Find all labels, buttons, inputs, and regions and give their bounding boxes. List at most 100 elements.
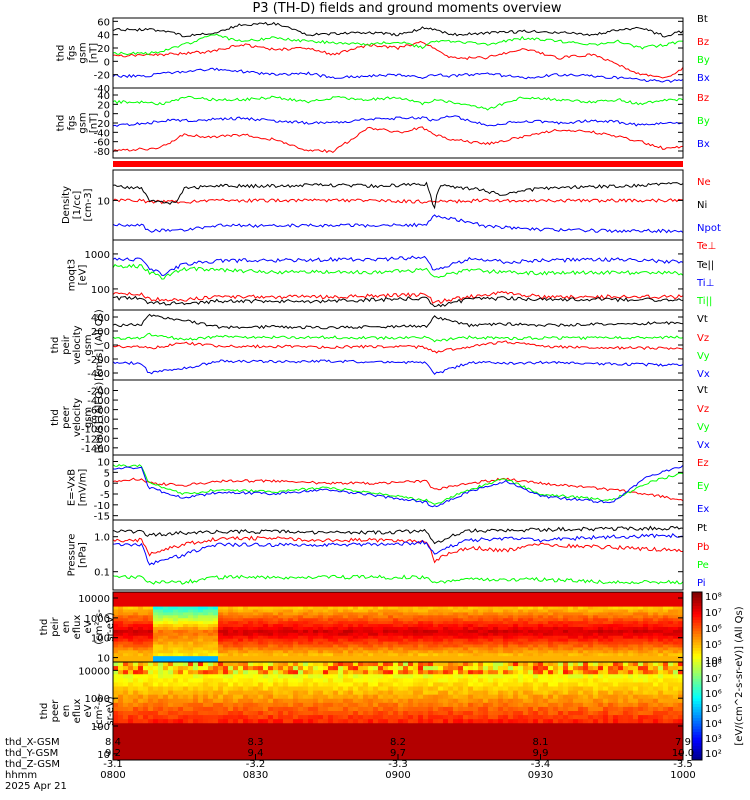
heatmap-cell [373,751,379,757]
heatmap-cell [573,618,579,622]
panel-frame [112,309,684,381]
heatmap-cell [168,666,174,671]
heatmap-cell [498,735,504,740]
heatmap-cell [188,627,194,631]
heatmap-cell [663,627,669,631]
y-axis-label: (cm²-s- [94,609,105,645]
heatmap-cell [353,603,359,607]
heatmap-cell [413,670,419,675]
heatmap-cell [123,656,129,660]
heatmap-cell [318,606,324,610]
heatmap-cell [138,603,144,607]
heatmap-cell [423,632,429,637]
heatmap-cell [528,706,534,712]
heatmap-cell [193,650,199,654]
heatmap-cell [468,632,474,637]
heatmap-cell [148,609,154,613]
heatmap-cell [228,735,234,740]
heatmap-cell [353,743,359,749]
heatmap-cell [523,743,529,749]
heatmap-cell [328,686,334,691]
heatmap-cell [338,627,344,631]
heatmap-cell [198,755,204,761]
heatmap-cell [448,618,454,622]
heatmap-cell [393,635,399,640]
heatmap-cell [208,597,214,602]
heatmap-cell [258,747,264,753]
heatmap-cell [588,635,594,640]
heatmap-cell [348,627,354,631]
heatmap-cell [383,686,389,691]
heatmap-cell [598,597,604,602]
heatmap-cell [463,592,469,596]
heatmap-cell [358,747,364,753]
heatmap-cell [603,638,609,642]
heatmap-cell [413,594,419,599]
heatmap-cell [408,686,414,691]
heatmap-cell [233,644,239,648]
heatmap-cell [313,632,319,637]
heatmap-cell [168,735,174,740]
heatmap-cell [138,609,144,613]
heatmap-cell [298,755,304,761]
heatmap-cell [288,662,294,667]
heatmap-cell [198,600,204,605]
heatmap-cell [323,659,329,663]
heatmap-cell [468,606,474,610]
heatmap-cell [453,719,459,724]
heatmap-cell [503,727,509,732]
heatmap-cell [393,747,399,753]
heatmap-cell [323,674,329,679]
heatmap-cell [363,621,369,625]
heatmap-cell [193,659,199,663]
heatmap-cell [418,690,424,696]
heatmap-cell [258,739,264,745]
heatmap-cell [373,711,379,716]
heatmap-cell [113,743,119,749]
heatmap-cell [318,603,324,607]
heatmap-cell [143,629,149,634]
heatmap-cell [123,650,129,654]
y-axis-label: velocity [72,325,83,364]
heatmap-cell [238,694,244,700]
legend-label: By [697,116,710,127]
heatmap-cell [323,644,329,648]
heatmap-cell [248,666,254,671]
heatmap-cell [498,641,504,645]
heatmap-cell [428,666,434,671]
heatmap-cell [393,609,399,613]
heatmap-cell [618,606,624,610]
heatmap-cell [288,755,294,761]
heatmap-cell [308,678,314,683]
heatmap-cell [313,659,319,663]
heatmap-cell [168,719,174,724]
heatmap-cell [148,635,154,640]
heatmap-cell [583,659,589,663]
heatmap-cell [113,609,119,613]
heatmap-cell [413,706,419,712]
heatmap-cell [433,618,439,622]
heatmap-cell [118,715,124,720]
heatmap-cell [153,723,159,728]
heatmap-cell [123,743,129,749]
heatmap-cell [448,735,454,740]
heatmap-cell [618,632,624,637]
heatmap-cell [118,682,124,687]
heatmap-cell [198,635,204,640]
heatmap-cell [638,641,644,645]
heatmap-cell [443,644,449,648]
heatmap-cell [298,592,304,596]
heatmap-cell [303,624,309,628]
heatmap-cell [518,600,524,605]
heatmap-cell [178,711,184,716]
heatmap-cell [258,727,264,732]
heatmap-cell [213,751,219,757]
heatmap-cell [168,597,174,602]
heatmap-cell [348,653,354,657]
heatmap-cell [163,698,169,704]
heatmap-cell [193,647,199,651]
heatmap-cell [583,621,589,625]
heatmap-cell [173,670,179,675]
heatmap-cell [558,609,564,613]
heatmap-cell [143,731,149,736]
